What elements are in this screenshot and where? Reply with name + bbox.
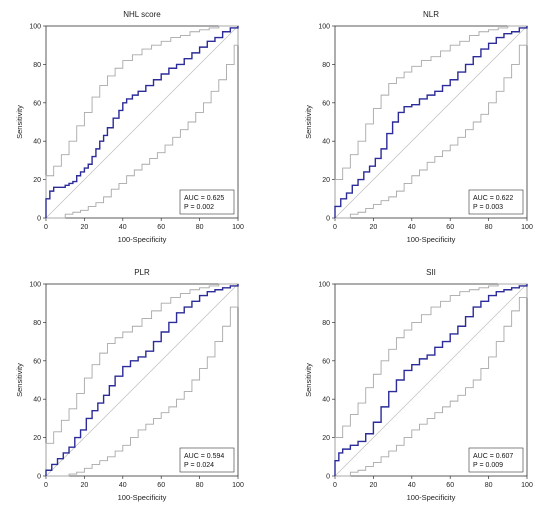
x-tick-label: 80 [196, 224, 204, 231]
y-tick-label: 0 [326, 474, 330, 481]
y-tick-label: 20 [33, 177, 41, 184]
legend-box [468, 447, 524, 473]
roc-series-ci-lower [335, 26, 528, 219]
y-tick-label: 60 [322, 358, 330, 365]
roc-series-ci-upper [45, 283, 238, 476]
x-tick-label: 80 [196, 482, 204, 489]
x-tick-label: 60 [446, 224, 454, 231]
roc-series-ci-lower [46, 284, 239, 477]
roc-series-reference [45, 25, 239, 219]
roc-series-roc [45, 26, 239, 218]
y-axis-label: Sensitivity [15, 105, 24, 139]
x-tick-label: 100 [232, 224, 244, 231]
y-tick-label: 60 [33, 358, 41, 365]
p-value-label: P = 0.009 [473, 462, 503, 469]
y-tick-label: 100 [29, 282, 41, 289]
plot-frame [45, 25, 239, 219]
x-tick-label: 0 [333, 482, 337, 489]
chart-title: PLR [134, 268, 150, 277]
x-tick-label: 40 [408, 482, 416, 489]
roc-series-ci-lower [335, 284, 528, 477]
y-tick-label: 20 [322, 177, 330, 184]
x-axis-label: 100-Specificity [407, 493, 456, 502]
y-axis-label: Sensitivity [304, 363, 313, 397]
roc-series-reference [334, 25, 528, 219]
x-tick-label: 20 [81, 224, 89, 231]
x-tick-label: 0 [44, 482, 48, 489]
x-tick-label: 60 [157, 482, 165, 489]
auc-label: AUC = 0.625 [184, 195, 224, 202]
roc-series-ci-upper [334, 283, 527, 476]
p-value-label: P = 0.002 [184, 204, 214, 211]
y-tick-label: 40 [33, 397, 41, 404]
roc-panel-1: NLR 0 20 40 60 80 100 0 20 40 60 80 100 100-Specifici… [304, 10, 533, 244]
x-tick-label: 100 [521, 224, 533, 231]
legend-box [179, 447, 235, 473]
y-tick-label: 40 [322, 397, 330, 404]
x-tick-label: 80 [485, 224, 493, 231]
y-tick-label: 80 [33, 320, 41, 327]
roc-series-ci-lower [46, 26, 239, 219]
plot-frame [334, 25, 528, 219]
chart-title: NLR [423, 10, 439, 19]
y-tick-label: 80 [322, 62, 330, 69]
y-tick-label: 20 [33, 435, 41, 442]
legend-box [179, 189, 235, 215]
x-tick-label: 40 [408, 224, 416, 231]
roc-series-reference [334, 283, 528, 477]
roc-panel-0: NHL score 0 20 40 60 80 100 0 20 40 60 80 100 100-Spe… [15, 10, 244, 244]
x-tick-label: 20 [81, 482, 89, 489]
chart-title: SII [426, 268, 436, 277]
y-tick-label: 100 [29, 24, 41, 31]
x-axis-label: 100-Specificity [407, 235, 456, 244]
auc-label: AUC = 0.594 [184, 453, 224, 460]
y-tick-label: 0 [37, 216, 41, 223]
y-tick-label: 100 [318, 282, 330, 289]
y-tick-label: 60 [322, 100, 330, 107]
y-tick-label: 100 [318, 24, 330, 31]
y-axis-label: Sensitivity [15, 363, 24, 397]
x-tick-label: 100 [232, 482, 244, 489]
plot-frame [45, 283, 239, 477]
y-tick-label: 60 [33, 100, 41, 107]
p-value-label: P = 0.024 [184, 462, 214, 469]
legend-box [468, 189, 524, 215]
roc-series-roc [45, 284, 239, 476]
x-tick-label: 20 [370, 482, 378, 489]
y-axis-label: Sensitivity [304, 105, 313, 139]
y-tick-label: 0 [326, 216, 330, 223]
roc-series-roc [334, 284, 528, 476]
y-tick-label: 0 [37, 474, 41, 481]
auc-label: AUC = 0.607 [473, 453, 513, 460]
x-tick-label: 60 [446, 482, 454, 489]
x-tick-label: 80 [485, 482, 493, 489]
p-value-label: P = 0.003 [473, 204, 503, 211]
x-axis-label: 100-Specificity [118, 493, 167, 502]
roc-series-ci-upper [45, 25, 238, 218]
y-tick-label: 20 [322, 435, 330, 442]
roc-panel-2: PLR 0 20 40 60 80 100 0 20 40 60 80 100 100-Specifici… [15, 268, 244, 502]
chart-title: NHL score [123, 10, 161, 19]
auc-label: AUC = 0.622 [473, 195, 513, 202]
x-tick-label: 40 [119, 482, 127, 489]
plot-frame [334, 283, 528, 477]
x-tick-label: 0 [333, 224, 337, 231]
x-tick-label: 0 [44, 224, 48, 231]
y-tick-label: 40 [33, 139, 41, 146]
roc-series-ci-upper [334, 25, 527, 218]
x-tick-label: 20 [370, 224, 378, 231]
y-tick-label: 80 [33, 62, 41, 69]
x-tick-label: 100 [521, 482, 533, 489]
y-tick-label: 80 [322, 320, 330, 327]
roc-series-reference [45, 283, 239, 477]
y-tick-label: 40 [322, 139, 330, 146]
roc-series-roc [334, 26, 528, 218]
x-axis-label: 100-Specificity [118, 235, 167, 244]
roc-panel-3: SII 0 20 40 60 80 100 0 20 40 60 80 100 100-Specifici… [304, 268, 533, 502]
x-tick-label: 60 [157, 224, 165, 231]
x-tick-label: 40 [119, 224, 127, 231]
